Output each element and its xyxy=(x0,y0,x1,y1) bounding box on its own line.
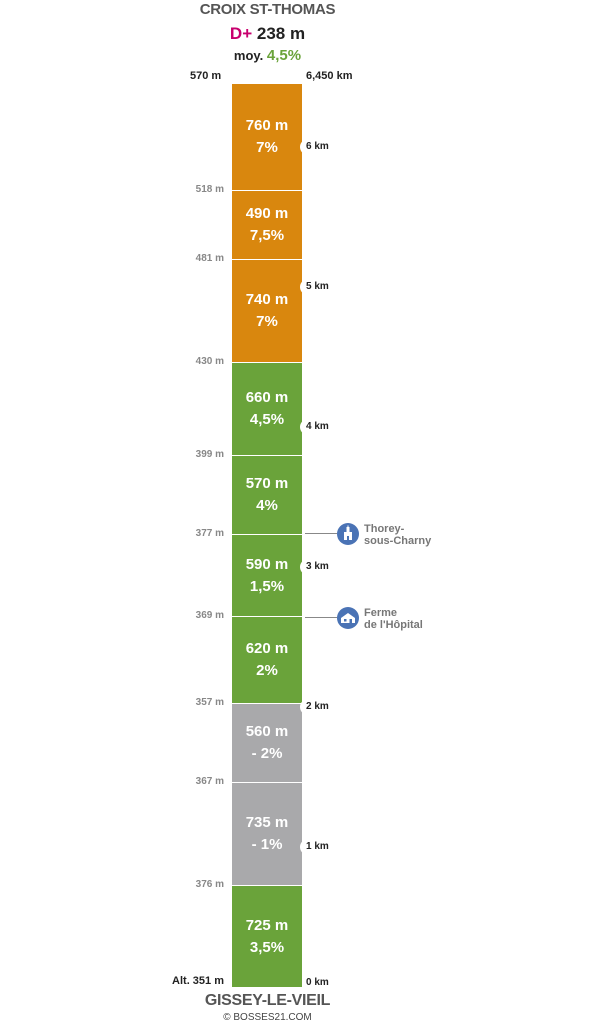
elevation-gain-value: 238 m xyxy=(256,24,306,43)
poi-connector xyxy=(305,617,337,618)
poi-name: Thorey- xyxy=(364,523,405,535)
segment-6: 590 m 1,5% xyxy=(232,534,302,616)
segment-length: 570 m xyxy=(245,475,289,492)
segment-grade: 1,5% xyxy=(249,577,285,595)
km-label: 4 km xyxy=(306,421,329,432)
segment-4: 660 m 4,5% xyxy=(232,362,302,455)
segment-grade: 7,5% xyxy=(249,227,285,244)
segment-grade: 7% xyxy=(256,313,278,330)
segment-5: 570 m 4% xyxy=(232,455,302,534)
start-town: GISSEY-LE-VIEIL xyxy=(204,992,331,1009)
total-distance: 6,450 km xyxy=(306,70,353,82)
top-altitude: 570 m xyxy=(190,70,222,82)
altitude-label: 367 m xyxy=(195,776,224,787)
segment-length: 560 m xyxy=(245,723,289,740)
segment-1: 760 m 7% xyxy=(232,84,302,190)
segment-length: 740 m xyxy=(245,291,289,308)
altitude-label: 399 m xyxy=(195,449,224,460)
km-notch-icon xyxy=(296,839,308,855)
poi-name: de l'Hôpital xyxy=(364,619,423,631)
km-notch-icon xyxy=(296,139,308,155)
altitude-label: 377 m xyxy=(195,528,224,539)
average-grade-value: 4,5% xyxy=(266,47,302,64)
segment-length: 735 m xyxy=(245,814,289,831)
poi-label-thorey: Thorey- sous-Charny xyxy=(364,523,431,547)
segment-7: 620 m 2% xyxy=(232,616,302,703)
km-notch-icon xyxy=(296,699,308,715)
segment-length: 620 m xyxy=(245,640,289,657)
segment-length: 725 m xyxy=(245,916,289,934)
segment-length: 490 m xyxy=(245,205,289,222)
segment-length: 760 m xyxy=(245,117,289,134)
altitude-label: 376 m xyxy=(195,879,224,890)
km-label: 0 km xyxy=(306,977,329,988)
farm-icon xyxy=(337,607,359,629)
altitude-label: 481 m xyxy=(195,253,224,264)
segment-grade: - 1% xyxy=(251,836,283,853)
average-grade-label: moy. xyxy=(233,48,264,63)
segment-9: 735 m - 1% xyxy=(232,782,302,885)
altitude-label: 369 m xyxy=(195,610,224,621)
altitude-label: 430 m xyxy=(195,356,224,367)
copyright: © BOSSES21.COM xyxy=(223,1012,312,1023)
segment-length: 660 m xyxy=(245,389,289,406)
segment-grade: 4,5% xyxy=(249,411,285,428)
elevation-gain: D+ 238 m xyxy=(160,24,375,44)
poi-connector xyxy=(305,533,337,534)
church-icon xyxy=(337,523,359,545)
altitude-label: 518 m xyxy=(195,184,224,195)
base-altitude: Alt. 351 m xyxy=(172,975,224,987)
segment-grade: 4% xyxy=(256,497,278,514)
km-notch-icon xyxy=(296,279,308,295)
segment-grade: 3,5% xyxy=(249,938,285,956)
km-label: 1 km xyxy=(306,841,329,852)
elevation-gain-label: D+ xyxy=(229,24,253,43)
segment-8: 560 m - 2% xyxy=(232,703,302,782)
segment-3: 740 m 7% xyxy=(232,259,302,362)
segment-10: 725 m 3,5% xyxy=(232,885,302,987)
km-label: 3 km xyxy=(306,561,329,572)
segment-length: 590 m xyxy=(245,555,289,573)
poi-label-ferme: Ferme de l'Hôpital xyxy=(364,607,423,631)
segment-grade: 2% xyxy=(256,662,278,679)
km-notch-icon xyxy=(296,559,308,575)
km-label: 5 km xyxy=(306,281,329,292)
altitude-label: 357 m xyxy=(195,697,224,708)
segment-grade: 7% xyxy=(256,139,278,156)
segment-grade: - 2% xyxy=(251,745,283,762)
summit-name: CROIX ST-THOMAS xyxy=(199,1,336,18)
segment-2: 490 m 7,5% xyxy=(232,190,302,259)
climb-profile: 760 m 7% 490 m 7,5% 740 m 7% 660 m 4,5% 570 … xyxy=(232,84,302,987)
poi-name: sous-Charny xyxy=(364,535,432,547)
km-label: 2 km xyxy=(306,701,329,712)
km-label: 6 km xyxy=(306,141,329,152)
poi-name: Ferme xyxy=(364,607,398,619)
km-notch-icon xyxy=(296,419,308,435)
average-grade: moy. 4,5% xyxy=(160,47,375,64)
